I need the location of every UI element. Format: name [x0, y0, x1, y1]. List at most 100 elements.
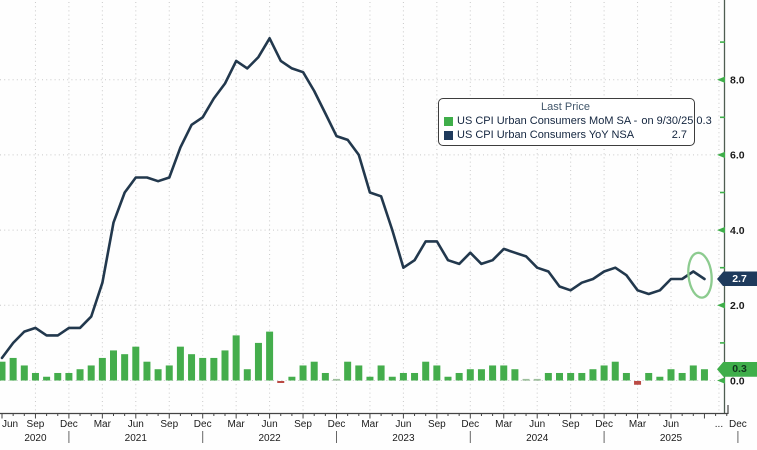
x-tick-label: Dec [461, 419, 479, 430]
mom-bar [54, 372, 62, 381]
mom-bar [188, 354, 196, 381]
x-tick-label: Jun [128, 419, 144, 430]
mom-bar-zero [333, 378, 340, 381]
y-tick-label: 0.0 [730, 375, 745, 387]
x-tick-label: Sep [562, 419, 580, 430]
x-tick-label: Dec [328, 419, 346, 430]
mom-bar [266, 331, 274, 381]
last-price-tag-yoy-text: 2.7 [732, 272, 747, 285]
mom-bar [87, 365, 95, 381]
mom-bar [589, 369, 597, 381]
x-year-label: 2022 [258, 433, 281, 444]
mom-bar [477, 369, 485, 381]
mom-bar-negative [277, 381, 285, 383]
x-year-label: 2020 [24, 433, 47, 444]
mom-bar [76, 369, 84, 381]
x-tick-label: Sep [160, 419, 178, 430]
x-year-label: 2021 [125, 433, 148, 444]
y-tick-label: 2.0 [730, 300, 745, 312]
mom-bar [433, 365, 441, 381]
mom-bar [288, 376, 296, 381]
mom-series-swatch-icon [444, 116, 453, 126]
mom-bar-zero [522, 378, 530, 381]
legend-row-yoy: US CPI Urban Consumers YoY NSA 2.7 [444, 128, 687, 142]
mom-bar [110, 350, 117, 381]
mom-bar [31, 372, 39, 381]
yoy-series-swatch-icon [444, 130, 453, 140]
y-tick-label: 4.0 [730, 225, 745, 237]
mom-bar [511, 369, 519, 381]
mom-bar [500, 365, 508, 381]
mom-bar [176, 346, 184, 381]
mom-bar [0, 361, 6, 381]
mom-bar [600, 365, 608, 381]
mom-bar [98, 357, 106, 381]
mom-bar [656, 376, 664, 381]
mom-bar [210, 357, 218, 381]
x-year-label: 2024 [526, 433, 549, 444]
legend-row-mom: US CPI Urban Consumers MoM SA - on 9/30/… [444, 114, 712, 128]
x-year-label: 2023 [392, 433, 415, 444]
mom-bar [344, 361, 352, 381]
mom-bar [154, 369, 162, 381]
mom-bar [455, 372, 463, 381]
mom-bar [645, 372, 653, 381]
mom-bar [165, 365, 173, 381]
mom-bar [366, 376, 374, 381]
mom-bar [489, 365, 497, 381]
mom-bar-zero [533, 378, 541, 381]
x-tick-label: Jun [262, 419, 278, 430]
x-tick-label: Dec [60, 419, 78, 430]
mom-bar [232, 335, 240, 381]
legend-title: Last Price [541, 101, 590, 113]
mom-bar [700, 369, 708, 381]
y-major-tick [717, 377, 725, 384]
x-tick-label: Mar [495, 419, 513, 430]
last-price-tag-yoy: 2.7 [717, 271, 757, 287]
mom-bar [578, 372, 586, 381]
last-price-tag-mom: 0.3 [717, 361, 757, 377]
x-tick-label: Sep [428, 419, 446, 430]
mom-bar [121, 354, 129, 381]
mom-bar [221, 350, 229, 381]
yoy-line [0, 36, 706, 360]
mom-bar [422, 361, 430, 381]
mom-bar [611, 361, 619, 381]
y-major-tick [717, 76, 725, 83]
x-tick-label: Sep [294, 419, 312, 430]
last-price-tag-mom-text: 0.3 [732, 363, 747, 376]
mom-bar [254, 342, 262, 381]
y-major-tick [717, 302, 725, 309]
x-tick-label: Sep [27, 419, 45, 430]
x-tick-label: Mar [94, 419, 112, 430]
highlight-circle-annotation [687, 251, 713, 299]
mom-bar [622, 372, 630, 381]
y-major-tick [717, 151, 725, 159]
mom-bar [321, 372, 329, 381]
mom-bar [65, 372, 73, 381]
legend-label-mom: US CPI Urban Consumers MoM SA - [457, 115, 638, 127]
x-tick-label: Dec [595, 419, 613, 430]
mom-bar [43, 376, 51, 381]
x-tick-label: Jun [395, 419, 411, 430]
y-tick-label: 6.0 [730, 150, 745, 162]
x-tick-label: ... [715, 419, 723, 430]
mom-bar [544, 372, 552, 381]
mom-bar [132, 346, 140, 381]
mom-bar [444, 376, 452, 381]
mom-bar [310, 361, 318, 381]
mom-bar [9, 357, 17, 381]
x-tick-label: Jun [2, 419, 18, 430]
mom-bar [20, 365, 28, 381]
mom-bar [689, 365, 697, 381]
mom-bar [355, 365, 363, 381]
y-tick-label: 8.0 [730, 75, 745, 87]
mom-bar [299, 365, 307, 381]
mom-bar [243, 369, 251, 381]
x-tick-label: Jun [529, 419, 545, 430]
mom-bar-negative [634, 381, 642, 385]
x-tick-label: Mar [629, 419, 647, 430]
mom-bar [667, 369, 675, 381]
